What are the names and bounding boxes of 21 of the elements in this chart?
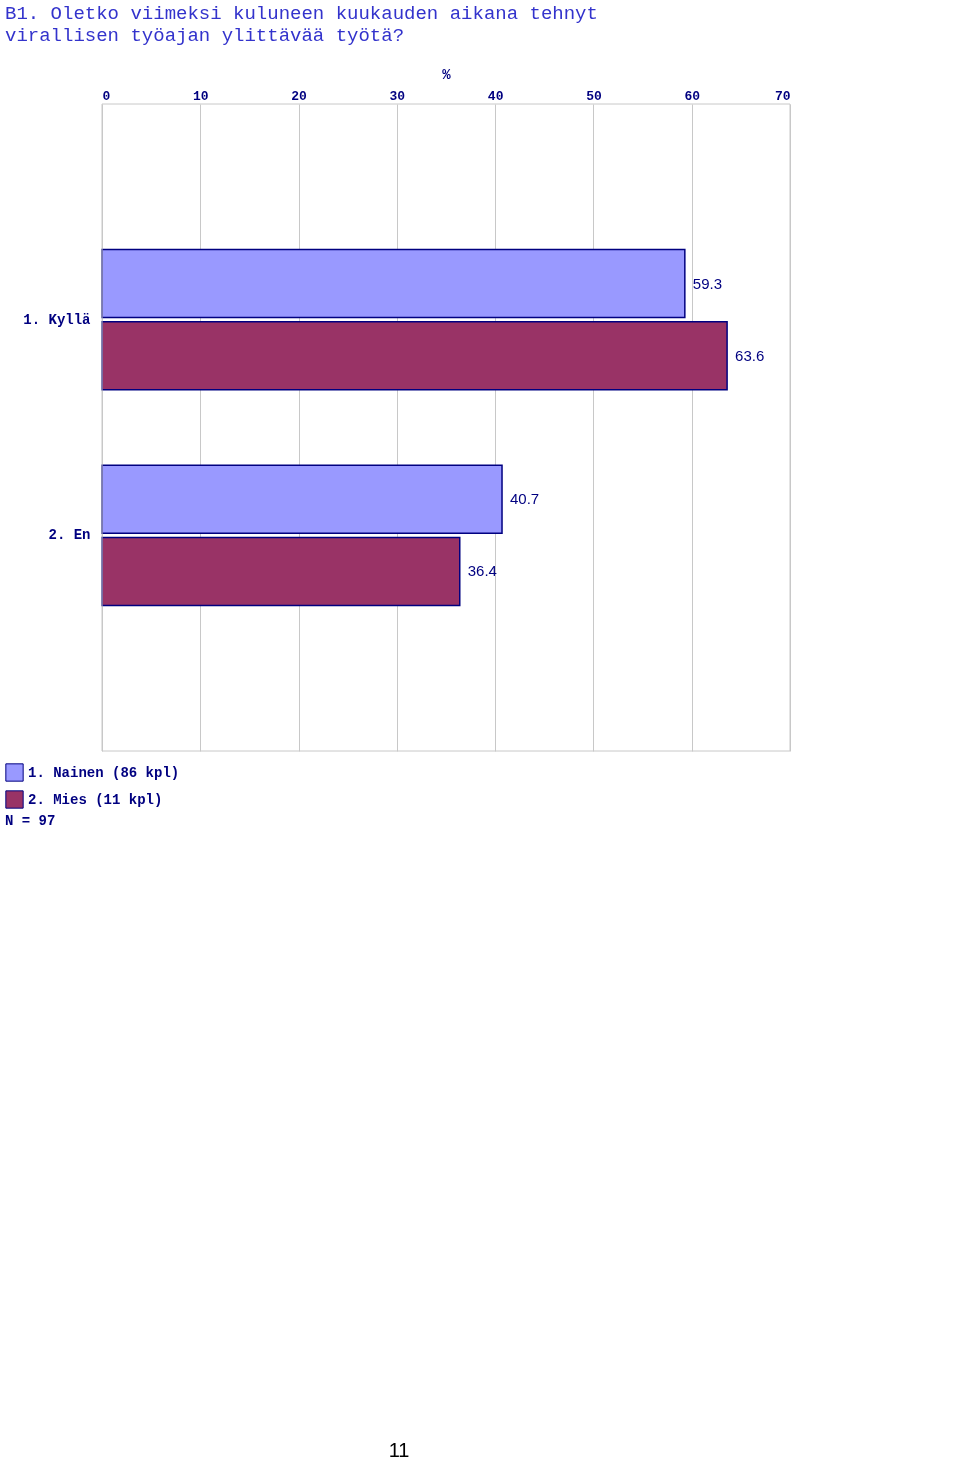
text: virallisen työajan ylittävää työtä? [5, 25, 405, 47]
y-tick-label: 2. En [48, 527, 91, 544]
data-label: 36.4 [467, 562, 497, 580]
x-tick-label: 30 [389, 88, 406, 104]
text: N = 97 [5, 813, 56, 829]
data-label: 59.3 [692, 274, 723, 292]
legend-label: 1. Nainen (86 kpl) [28, 764, 180, 781]
x-tick-label: 50 [586, 88, 602, 104]
data-label: 40.7 [510, 490, 540, 508]
x-tick-label: 40 [487, 88, 504, 104]
text: 11 [388, 1439, 410, 1461]
x-tick-label: 60 [684, 88, 701, 104]
x-tick-label: 10 [192, 88, 209, 104]
legend-label: 2. Mies (11 kpl) [28, 791, 163, 808]
x-tick-label: 70 [774, 88, 791, 104]
x-axis-title: % [442, 66, 452, 83]
x-tick-label: 0 [102, 88, 111, 104]
data-label: 63.6 [735, 346, 765, 364]
text: B1. Oletko viimeksi kuluneen kuukauden aikana tehnyt [5, 3, 598, 25]
x-tick-label: 20 [291, 88, 308, 104]
y-tick-label: 1. Kyllä [23, 311, 92, 328]
